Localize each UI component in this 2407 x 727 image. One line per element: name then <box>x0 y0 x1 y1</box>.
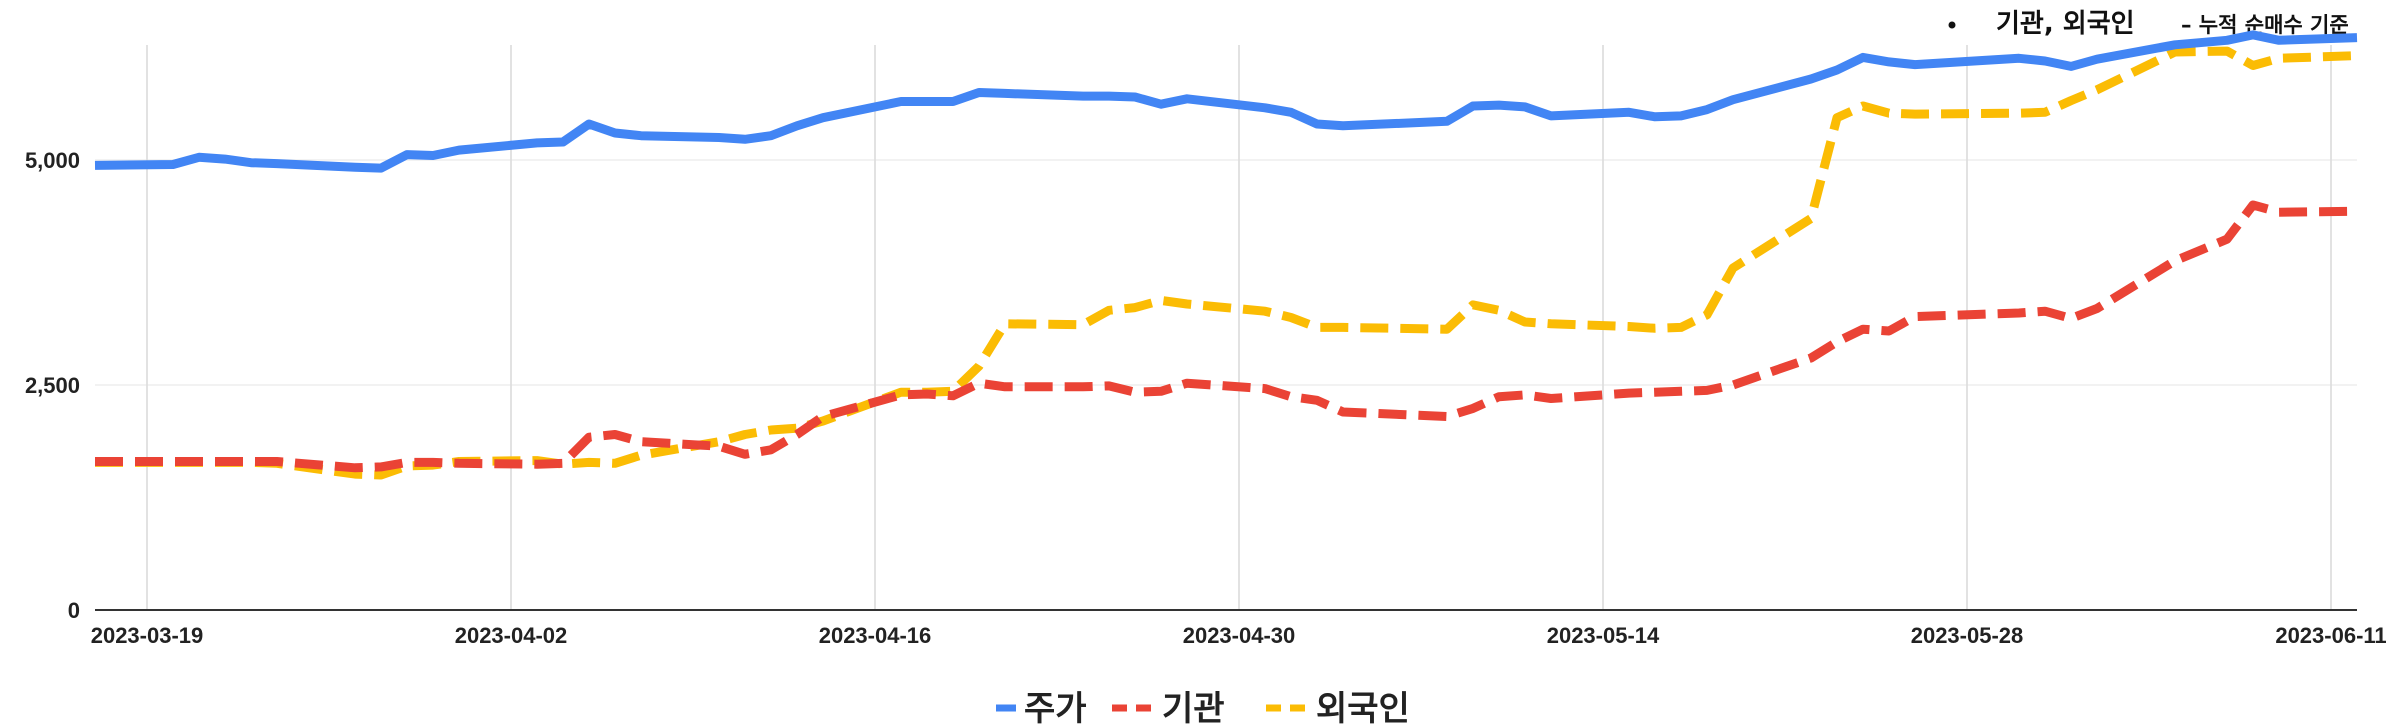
series-line-2 <box>95 46 2358 480</box>
y-tick-label: 2,500 <box>25 373 80 398</box>
bullet-icon <box>1948 21 1956 29</box>
legend-label: 주가 <box>1024 689 1087 727</box>
legend: 주가 기관 외국인 <box>996 689 1410 727</box>
plot-area <box>94 30 2358 480</box>
x-tick-label: 2023-04-30 <box>1183 623 1296 648</box>
note-main-text: 기관, 외국인 <box>1996 9 2135 39</box>
x-tick-label: 2023-04-16 <box>819 623 932 648</box>
y-tick-label: 5,000 <box>25 148 80 173</box>
chart-note: 기관, 외국인 – 누적 순매수 기준 <box>1948 9 2349 39</box>
x-tick-label: 2023-05-14 <box>1547 623 1660 648</box>
x-tick-label: 2023-03-19 <box>91 623 204 648</box>
x-tick-label: 2023-04-02 <box>455 623 568 648</box>
grid <box>95 45 2357 611</box>
legend-label: 기관 <box>1162 689 1225 727</box>
x-tick-label: 2023-05-28 <box>1911 623 2024 648</box>
series-line-0 <box>94 30 2358 173</box>
legend-label: 외국인 <box>1316 689 1410 727</box>
x-axis: 2023-03-19 2023-04-02 2023-04-16 2023-04-30… <box>91 623 2387 648</box>
series-line-1 <box>95 200 2358 473</box>
x-tick-label: 2023-06-11 <box>2275 623 2386 648</box>
y-axis: 0 2,500 5,000 <box>25 148 80 623</box>
y-tick-label: 0 <box>68 598 80 623</box>
